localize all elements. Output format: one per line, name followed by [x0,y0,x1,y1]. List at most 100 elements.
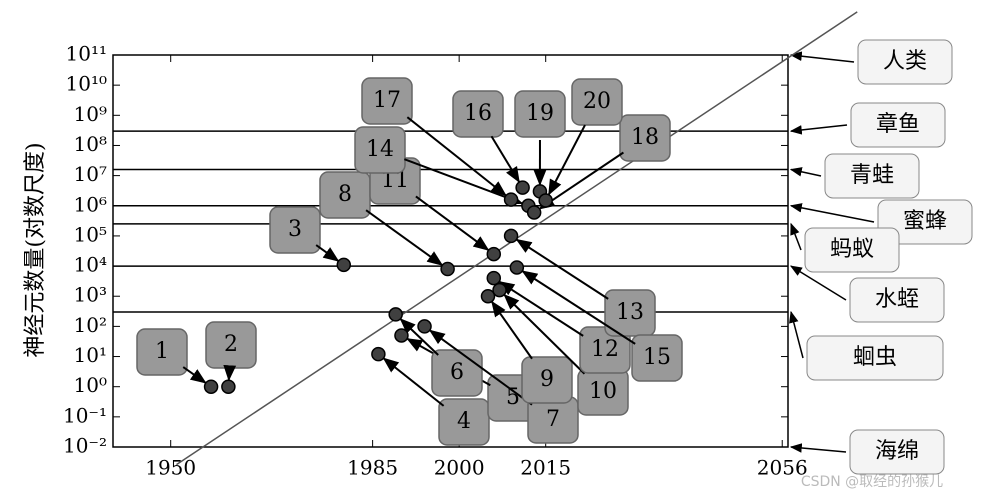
point-label: 2 [206,322,256,368]
animal-label: 青蛙 [825,154,919,198]
point-arrow [517,240,608,299]
x-tick-label: 2015 [520,456,571,480]
y-tick-label: 10² [74,313,107,337]
label-number: 17 [373,88,401,113]
point-label: 17 [362,78,412,124]
data-point [505,193,518,206]
animal-label: 蚂蚁 [805,228,899,272]
animal-name: 水蛭 [875,287,919,312]
label-number: 5 [506,385,520,410]
reference-arrow [791,169,821,176]
data-point [337,258,350,271]
point-arrow [366,210,442,265]
y-tick-label: 10⁹ [74,102,107,126]
point-arrow [491,136,519,181]
data-point [528,206,541,219]
y-tick-label: 10⁰ [74,373,107,397]
y-tick-label: 10⁸ [74,132,107,156]
data-point [222,380,235,393]
point-arrow [229,371,230,380]
animal-label: 人类 [858,40,952,84]
data-point [510,261,523,274]
reference-arrow [791,447,846,452]
data-point [493,284,506,297]
reference-arrow [791,224,801,250]
reference-arrow [791,125,847,131]
y-tick-label: 10⁴ [74,253,107,277]
animal-name: 海绵 [875,439,919,464]
label-number: 12 [591,337,619,362]
x-tick-label: 1985 [347,456,398,480]
data-point [539,194,552,207]
animal-name: 蚂蚁 [830,237,874,262]
y-tick-label: 10¹ [74,343,107,367]
label-number: 18 [631,125,659,150]
point-label: 3 [270,207,320,253]
data-point [487,272,500,285]
point-label: 20 [572,79,622,125]
animal-label: 海绵 [850,430,944,474]
animal-label: 章鱼 [851,103,945,147]
data-point [372,348,385,361]
animal-label: 水蛭 [850,278,944,322]
label-number: 20 [583,89,611,114]
point-arrow [492,302,532,359]
label-number: 13 [616,300,644,325]
y-tick-label: 10¹¹ [66,42,107,66]
label-number: 9 [540,367,554,392]
data-point [389,308,402,321]
point-label: 15 [632,335,682,381]
reference-arrow [791,206,874,222]
y-tick-label: 10⁻¹ [63,403,107,427]
y-tick-label: 10¹⁰ [66,72,107,96]
label-number: 4 [457,409,471,434]
animal-name: 青蛙 [850,163,894,188]
point-arrow [404,159,521,203]
animal-name: 蜜蜂 [903,209,947,234]
point-arrow [316,245,338,261]
animal-name: 蛔虫 [853,345,897,370]
watermark: CSDN @取经的孙猴儿 [801,474,943,490]
point-label: 1 [137,329,187,375]
data-point [487,248,500,261]
data-point [505,229,518,242]
data-point [516,181,529,194]
animal-label: 蛔虫 [807,336,943,380]
point-label: 19 [515,91,565,137]
y-axis-label: 神经元数量(对数尺度) [23,142,48,357]
point-label: 8 [320,172,370,218]
label-number: 6 [450,360,464,385]
animal-name: 章鱼 [876,112,920,137]
label-number: 2 [224,332,238,357]
data-point [205,380,218,393]
point-label: 18 [620,115,670,161]
label-number: 1 [155,339,169,364]
label-number: 19 [526,101,554,126]
point-label: 9 [522,357,572,403]
x-tick-label: 2056 [757,456,808,480]
label-number: 3 [288,217,302,242]
data-point [418,320,431,333]
point-label: 7 [528,397,578,443]
x-tick-label: 1950 [145,456,196,480]
reference-arrow [791,55,854,62]
y-tick-label: 10⁵ [74,222,107,246]
point-label: 14 [355,127,405,173]
point-arrow [500,282,584,336]
label-number: 14 [366,137,394,162]
label-number: 15 [643,345,671,370]
label-number: 7 [546,407,560,432]
label-number: 8 [338,182,352,207]
data-point [395,329,408,342]
x-tick-label: 2000 [434,456,485,480]
y-tick-label: 10⁶ [74,192,107,216]
y-tick-label: 10³ [74,283,107,307]
animal-name: 人类 [883,49,927,74]
label-number: 16 [464,101,492,126]
reference-arrow [791,312,803,358]
point-label: 16 [453,91,503,137]
y-tick-label: 10⁻² [63,434,107,458]
data-point [441,262,454,275]
point-label: 4 [439,399,489,445]
